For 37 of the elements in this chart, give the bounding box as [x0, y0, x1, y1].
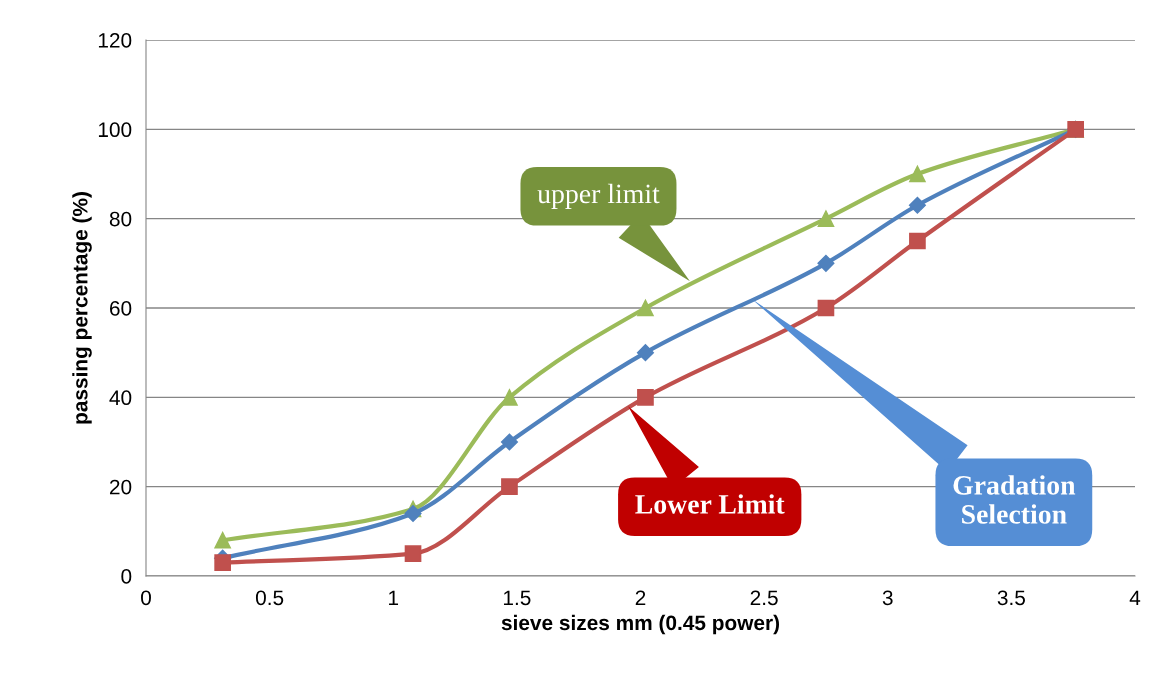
point: [909, 232, 926, 250]
y-tick-label: 60: [110, 301, 132, 316]
x-tick-label: 1: [389, 590, 399, 605]
x-tick-label: 2: [635, 590, 646, 605]
annotation: Lower Limit: [635, 494, 785, 514]
point: [500, 433, 519, 451]
point: [817, 254, 835, 272]
point: [404, 545, 422, 563]
y-tick-label: 120: [98, 33, 132, 48]
x-tick-label: 4: [1129, 590, 1141, 605]
point: [404, 504, 422, 523]
point: [817, 210, 835, 228]
annotation: upper limit: [537, 183, 660, 209]
point: [501, 478, 518, 496]
x-tick-label: 1.5: [503, 590, 531, 606]
y-axis-title: passing percentage (%): [72, 192, 92, 424]
point: [214, 531, 231, 549]
y-tick-label: 0: [121, 569, 132, 584]
x-tick-label: 0: [141, 590, 151, 606]
point: [214, 554, 231, 571]
y-tick-label: 20: [109, 479, 132, 495]
point: [636, 344, 654, 362]
x-axis-title: sieve sizes mm (0.45 power): [501, 614, 780, 635]
point: [637, 388, 654, 406]
point: [817, 299, 835, 317]
y-tick-label: 100: [98, 122, 132, 138]
annotation: Gradation Selection: [953, 475, 1076, 524]
y-tick-label: 40: [109, 390, 132, 406]
point: [908, 196, 926, 214]
point: [637, 299, 654, 317]
point: [909, 165, 926, 183]
x-tick-label: 3.5: [997, 590, 1025, 606]
x-tick-label: 0.5: [255, 590, 284, 606]
x-tick-label: 2.5: [750, 590, 778, 606]
y-tick-label: 80: [109, 211, 132, 227]
x-tick-label: 3: [882, 590, 893, 606]
point: [501, 388, 518, 406]
